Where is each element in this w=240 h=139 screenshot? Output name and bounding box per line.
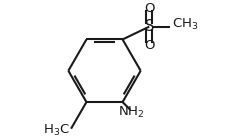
Text: O: O: [144, 39, 155, 52]
Text: S: S: [144, 19, 154, 34]
Text: H$_3$C: H$_3$C: [43, 123, 70, 138]
Text: NH$_2$: NH$_2$: [118, 105, 144, 120]
Text: O: O: [144, 2, 155, 15]
Text: CH$_3$: CH$_3$: [172, 17, 198, 32]
